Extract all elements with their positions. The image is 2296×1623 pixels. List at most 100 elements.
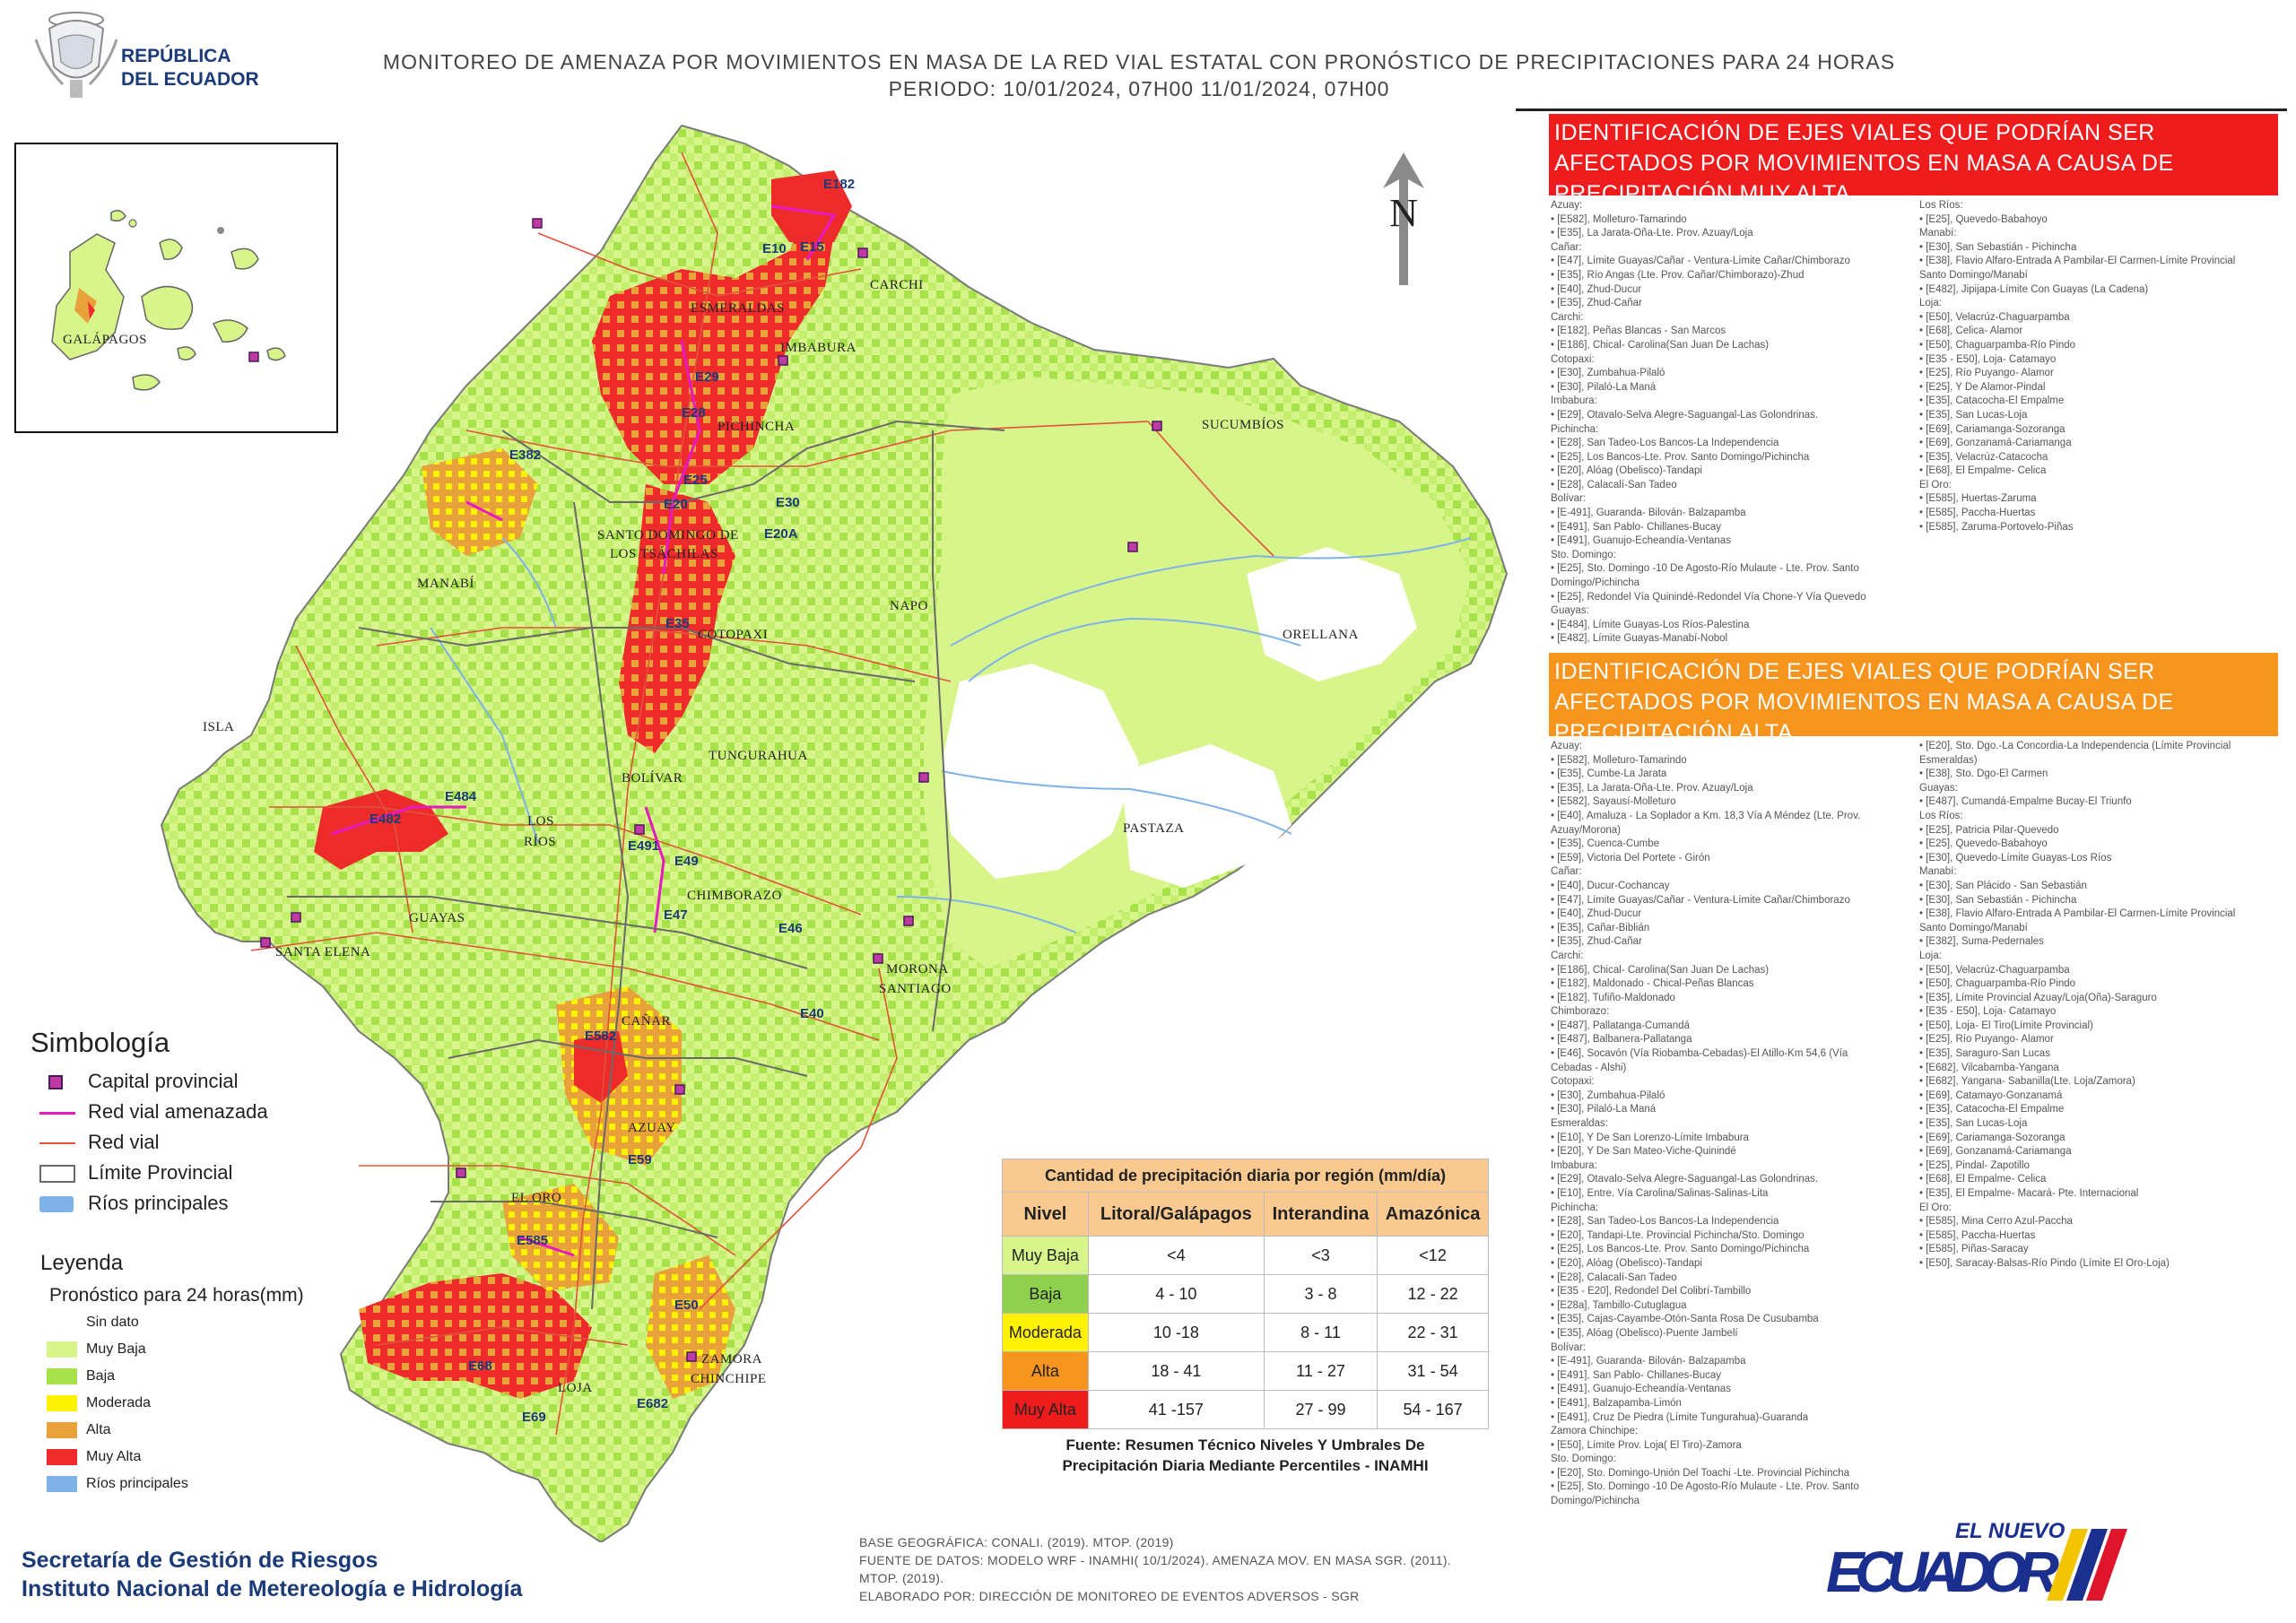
road-network <box>250 152 1274 1436</box>
road-segment-item: • [E30], Pilaló-La Maná <box>1551 381 1657 393</box>
road-segment-item: • [E30], Zumbahua-Pilaló <box>1551 368 1665 379</box>
road-segment-item: • [E25], Redondel Vía Quinindé-Redondel … <box>1551 591 1866 603</box>
capital-marker[interactable] <box>291 912 301 923</box>
road-segment-item: • [E50], Velacrúz-Chaguarpamba <box>1919 311 2070 323</box>
label-azuay: AZUAY <box>628 1121 676 1135</box>
road-segment-item: • [E35], Límite Provincial Azuay/Loja(Oñ… <box>1919 992 2157 1003</box>
road-segment-item: • [E29], Otavalo-Selva Alegre-Saguangal-… <box>1551 1174 1819 1185</box>
symbology-item: Red vial amenazada <box>39 1100 268 1127</box>
road-label: E15 <box>800 239 824 255</box>
road-segment-item: Zamora Chinchipe: <box>1551 1426 1639 1437</box>
legend-label: Muy Baja <box>86 1341 146 1358</box>
note-line: Fuente: Resumen Técnico Niveles Y Umbral… <box>1065 1436 1425 1454</box>
road-segment-item: • [E28], San Tadeo-Los Bancos-La Indepen… <box>1551 1216 1779 1228</box>
road-segment-item: • [E35], Alóag (Obelisco)-Puente Jambelí <box>1551 1327 1738 1339</box>
capital-marker[interactable] <box>686 1351 697 1362</box>
road-segment-item: • [E585], Mina Cerro Azul-Paccha <box>1919 1216 2073 1228</box>
capital-marker[interactable] <box>456 1167 466 1178</box>
capital-marker[interactable] <box>1127 542 1138 552</box>
capital-marker[interactable] <box>903 916 914 926</box>
symbology-item: Capital provincial <box>39 1070 239 1097</box>
col-header-litoral: Litoral/Galápagos <box>1087 1192 1265 1237</box>
road-segment-item: • [E25], Sto. Domingo -10 De Agosto-Río … <box>1551 563 1859 575</box>
legend-label: Alta <box>86 1422 111 1438</box>
label-pichincha: PICHINCHA <box>718 420 795 434</box>
high-list-col2: • [E20], Sto. Dgo.-La Concordia-La Indep… <box>1919 740 2235 1271</box>
road-segment-item: • [E491], Balzapamba-Limón <box>1551 1397 1682 1409</box>
road-segment-item: • [E-491], Guaranda- Bilován- Balzapamba <box>1551 1356 1746 1367</box>
road-segment-item: • [E69], Gonzanamá-Cariamanga <box>1919 438 2072 449</box>
road-label: E30 <box>776 495 800 510</box>
symbology-label: Red vial amenazada <box>88 1100 268 1123</box>
label-carchi: CARCHI <box>870 278 924 292</box>
road-segment-item: • [E35], Cuenca-Cumbe <box>1551 838 1660 850</box>
level-cell: Muy Baja <box>1002 1236 1089 1275</box>
road-segment-item: • [E30], San Sebastián - Pichincha <box>1919 894 2077 906</box>
very-high-zone-loja <box>359 1273 592 1399</box>
source-block: BASE GEOGRÁFICA: CONALI. (2019). MTOP. (… <box>859 1533 1514 1605</box>
road-segment-item: • [E29], Otavalo-Selva Alegre-Saguangal-… <box>1551 409 1819 421</box>
label-el-oro: EL ORO <box>511 1191 561 1205</box>
table-row: Muy Alta 41 -157 27 - 99 54 - 167 <box>1002 1390 1489 1429</box>
road-segment-item: • [E585], Piñas-Saracay <box>1919 1244 2029 1255</box>
road-segment-item: • [E40], Ducur-Cochancay <box>1551 880 1670 891</box>
road-segment-item: Los Ríos: <box>1919 200 1963 211</box>
republic-logo-text: REPÚBLICA DEL ECUADOR <box>121 45 259 91</box>
road-label: E484 <box>445 789 477 804</box>
road-segment-item: • [E30], San Sebastián - Pichincha <box>1919 241 2077 253</box>
capital-marker[interactable] <box>873 953 883 964</box>
label-bolivar: BOLÍVAR <box>622 770 683 785</box>
label-sucumbios: SUCUMBÍOS <box>1202 417 1284 432</box>
road-segment-item: • [E25], Río Puyango- Alamor <box>1919 1034 2054 1046</box>
road-label: E47 <box>664 907 688 923</box>
road-label: E585 <box>517 1233 548 1248</box>
road-segment-item: • [E382], Suma-Pedernales <box>1919 936 2044 948</box>
table-cell: 41 -157 <box>1087 1390 1265 1429</box>
road-segment-item: Los Ríos: <box>1919 810 1963 821</box>
road-segment-item: • [E35], San Lucas-Loja <box>1919 1118 2028 1130</box>
road-segment-item: • [E25], Río Puyango- Alamor <box>1919 368 2054 379</box>
symbology-item: Límite Provincial <box>39 1161 232 1188</box>
legend-swatch-low <box>47 1368 77 1384</box>
capital-marker[interactable] <box>778 355 788 366</box>
capital-marker[interactable] <box>1152 421 1162 431</box>
capital-marker[interactable] <box>248 352 259 362</box>
road-segment-item: • [E69], Catamayo-Gonzanamá <box>1919 1089 2063 1101</box>
road-segment-item: • [E25], Patricia Pilar-Quevedo <box>1919 824 2059 836</box>
road-segment-item: Loja: <box>1919 298 1942 309</box>
label-orellana: ORELLANA <box>1283 628 1359 642</box>
legend-item: Ríos principales <box>47 1476 188 1497</box>
legend-subtitle: Pronóstico para 24 horas(mm) <box>49 1285 304 1306</box>
road-segment-item: Guayas: <box>1919 782 1958 794</box>
road-label: E50 <box>674 1298 699 1313</box>
road-segment-item: • [E28a], Tambillo-Cutuglagua <box>1551 1299 1687 1311</box>
road-segment-item: • [E35], San Lucas-Loja <box>1919 409 2028 421</box>
road-segment-item: • [E68], El Empalme- Celica <box>1919 465 2047 477</box>
capital-marker[interactable] <box>532 218 543 229</box>
capital-marker[interactable] <box>260 937 271 948</box>
road-segment-item: • [E50], Chaguarpamba-Río Pindo <box>1919 978 2076 990</box>
road-segment-item: • [E25], Pindal- Zapotillo <box>1919 1159 2030 1171</box>
road-segment-item: • [E38], Flavio Alfaro-Entrada A Pambila… <box>1919 256 2236 267</box>
capital-marker[interactable] <box>634 824 645 835</box>
capital-marker[interactable] <box>918 772 929 783</box>
road-segment-item: • [E35], Saraguro-San Lucas <box>1919 1048 2050 1060</box>
road-segment-item: El Oro: <box>1919 1202 1952 1213</box>
road-label: E25 <box>683 473 708 488</box>
road-segment-item: • [E40], Zhud-Ducur <box>1551 283 1642 295</box>
road-segment-item: • [E20], Sto. Dgo.-La Concordia-La Indep… <box>1919 741 2231 751</box>
coat-of-arms-logo <box>27 4 251 102</box>
road-segment-item: Loja: <box>1919 950 1942 961</box>
high-zone-zamora <box>646 1255 735 1399</box>
road-segment-item: • [E50], Velacrúz-Chaguarpamba <box>1919 964 2070 976</box>
table-cell: 31 - 54 <box>1377 1351 1489 1391</box>
road-segment-item: • [E491], Cruz De Piedra (Límite Tungura… <box>1551 1411 1809 1423</box>
label-los-rios-2: RÍOS <box>524 834 556 849</box>
legend-swatch-moderate <box>47 1395 77 1411</box>
road-segment-item: • [E50], Loja- El Tiro(Límite Provincial… <box>1919 1020 2093 1031</box>
brand-small-text: EL NUEVO <box>1955 1519 2066 1543</box>
capital-marker[interactable] <box>857 247 868 258</box>
road-segment-item: Esmeraldas) <box>1919 754 1978 766</box>
capital-marker[interactable] <box>674 1084 685 1095</box>
logo-text-line1: REPÚBLICA <box>121 46 231 66</box>
